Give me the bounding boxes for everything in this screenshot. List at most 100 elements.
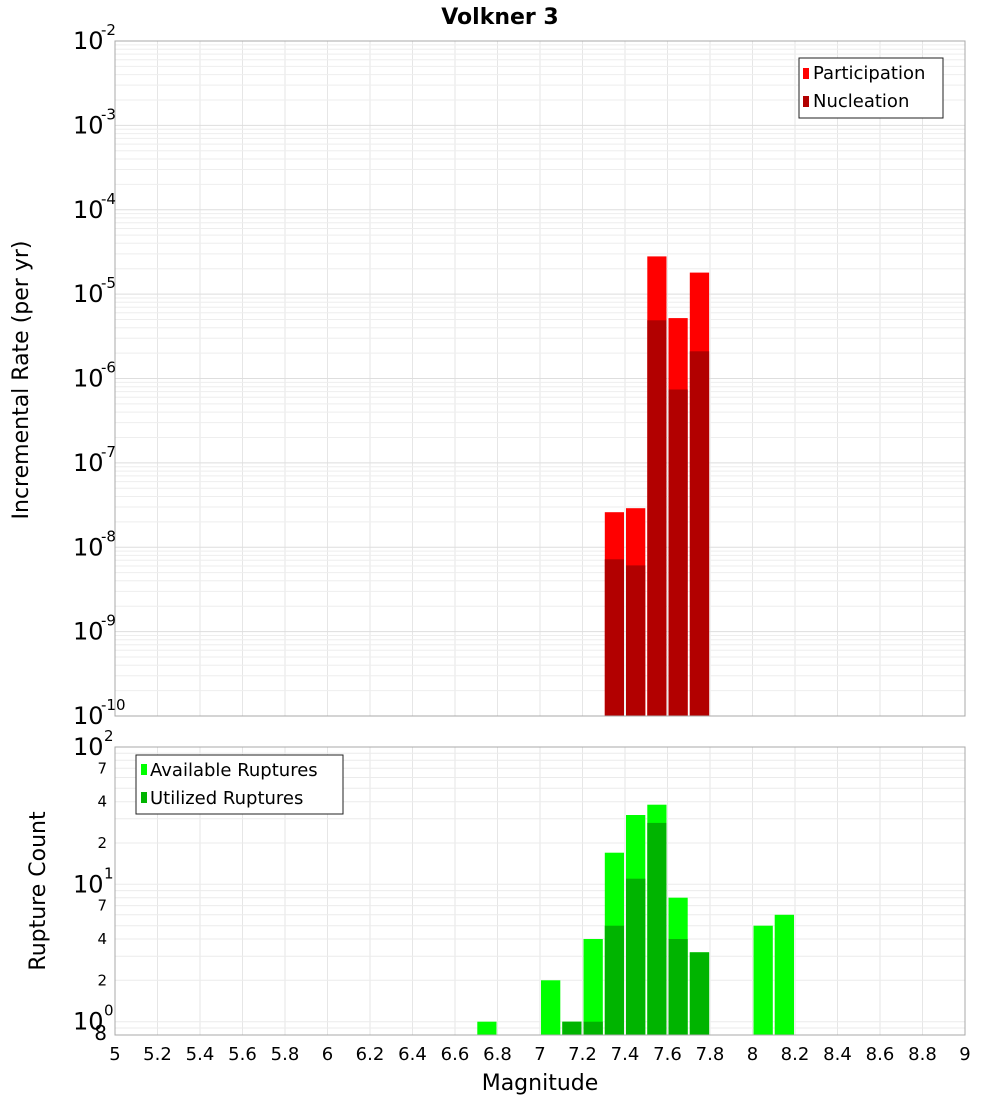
bottom-y-tick-label: 4 bbox=[97, 930, 107, 948]
bottom-bar-utilized-ruptures bbox=[626, 878, 646, 1035]
top-bars bbox=[604, 256, 710, 716]
svg-text:-8: -8 bbox=[101, 527, 116, 545]
svg-text:10: 10 bbox=[73, 27, 104, 55]
top-bar-nucleation bbox=[604, 559, 624, 716]
top-y-tick-label: 10-2 bbox=[73, 21, 116, 55]
top-y-tick-label: 10-10 bbox=[73, 696, 126, 730]
top-y-tick-label: 10-9 bbox=[73, 612, 116, 646]
x-tick-label: 5.6 bbox=[228, 1044, 257, 1065]
svg-text:-10: -10 bbox=[101, 696, 126, 714]
bottom-legend-box bbox=[135, 754, 344, 815]
bottom-bar-utilized-ruptures bbox=[604, 925, 624, 1035]
top-plot-frame bbox=[114, 40, 966, 717]
x-tick-label: 5 bbox=[109, 1044, 120, 1065]
bottom-bar-utilized-ruptures bbox=[668, 939, 688, 1035]
x-tick-label: 8 bbox=[747, 1044, 758, 1065]
x-tick-label: 7.6 bbox=[653, 1044, 682, 1065]
bottom-bar-utilized-ruptures bbox=[562, 1021, 582, 1035]
x-tick-label: 8.4 bbox=[823, 1044, 852, 1065]
svg-text:7: 7 bbox=[97, 759, 107, 777]
top-bar-nucleation bbox=[647, 320, 667, 716]
x-tick-label: 7.4 bbox=[611, 1044, 640, 1065]
svg-text:10: 10 bbox=[73, 365, 104, 393]
svg-text:1: 1 bbox=[104, 864, 114, 882]
x-tick-label: 8.2 bbox=[781, 1044, 810, 1065]
svg-text:2: 2 bbox=[97, 834, 107, 852]
top-y-tick-label: 10-7 bbox=[73, 443, 116, 477]
bottom-bars bbox=[477, 804, 794, 1035]
svg-text:2: 2 bbox=[97, 971, 107, 989]
legend-label-participation: Participation bbox=[813, 63, 925, 84]
top-bar-nucleation bbox=[626, 565, 646, 716]
x-tick-label: 7.8 bbox=[696, 1044, 725, 1065]
svg-text:4: 4 bbox=[97, 930, 107, 948]
bottom-y-tick-label: 10 2 bbox=[73, 727, 114, 761]
svg-text:10: 10 bbox=[73, 733, 104, 761]
bottom-bar-utilized-ruptures bbox=[689, 952, 710, 1035]
x-tick-label: 5.4 bbox=[186, 1044, 215, 1065]
x-tick-label: 6.4 bbox=[398, 1044, 427, 1065]
bottom-y-tick-label: 2 bbox=[97, 971, 107, 989]
svg-text:-6: -6 bbox=[101, 359, 116, 377]
bottom-y-tick-label: 7 bbox=[97, 897, 107, 915]
legend-swatch-available bbox=[141, 764, 147, 775]
bottom-bar-available-ruptures bbox=[753, 925, 773, 1035]
svg-text:10: 10 bbox=[73, 1008, 104, 1036]
bottom-y-tick-label: 8 bbox=[94, 1021, 107, 1045]
svg-text:10: 10 bbox=[73, 533, 104, 561]
legend-label-nucleation: Nucleation bbox=[813, 91, 909, 112]
bottom-bar-utilized-ruptures bbox=[647, 822, 667, 1035]
top-grid bbox=[114, 41, 966, 717]
x-tick-label: 6.2 bbox=[356, 1044, 385, 1065]
svg-text:-9: -9 bbox=[101, 612, 116, 630]
x-tick-label: 5.2 bbox=[143, 1044, 172, 1065]
svg-text:-4: -4 bbox=[101, 190, 116, 208]
x-axis-label: Magnitude bbox=[482, 1071, 599, 1096]
top-legend-box bbox=[798, 57, 944, 119]
x-tick-label: 6.6 bbox=[441, 1044, 470, 1065]
legend-swatch-utilized bbox=[141, 792, 147, 803]
svg-text:2: 2 bbox=[104, 727, 114, 745]
svg-text:-7: -7 bbox=[101, 443, 116, 461]
svg-text:7: 7 bbox=[97, 897, 107, 915]
legend-swatch-nucleation bbox=[803, 96, 809, 107]
top-y-tick-label: 10-3 bbox=[73, 105, 116, 139]
chart-title: Volkner 3 bbox=[441, 5, 559, 30]
x-tick-label: 6.8 bbox=[483, 1044, 512, 1065]
svg-text:10: 10 bbox=[73, 111, 104, 139]
bottom-plot-frame bbox=[114, 746, 966, 1036]
bottom-y-tick-label: 4 bbox=[97, 793, 107, 811]
x-tick-label: 5.8 bbox=[271, 1044, 300, 1065]
top-y-tick-label: 10-4 bbox=[73, 190, 116, 224]
bottom-bar-available-ruptures bbox=[583, 939, 603, 1035]
bottom-y-axis-label: Rupture Count bbox=[26, 811, 51, 971]
svg-text:10: 10 bbox=[73, 196, 104, 224]
bottom-bar-utilized-ruptures bbox=[583, 1021, 603, 1035]
svg-text:10: 10 bbox=[73, 280, 104, 308]
top-y-axis-label: Incremental Rate (per yr) bbox=[9, 241, 34, 520]
x-tick-label: 8.8 bbox=[908, 1044, 937, 1065]
svg-text:-5: -5 bbox=[101, 274, 116, 292]
bottom-y-tick-label: 7 bbox=[97, 759, 107, 777]
bottom-bar-available-ruptures bbox=[541, 980, 561, 1035]
top-y-ticks: 10-210-310-410-510-610-710-810-910-10 bbox=[73, 21, 126, 730]
top-legend: Participation Nucleation bbox=[798, 57, 944, 119]
x-tick-label: 7.2 bbox=[568, 1044, 597, 1065]
svg-text:-3: -3 bbox=[101, 105, 116, 123]
x-tick-label: 9 bbox=[959, 1044, 970, 1065]
bottom-y-tick-label: 10 0 bbox=[73, 1002, 114, 1036]
top-bar-nucleation bbox=[668, 389, 688, 716]
x-tick-label: 7 bbox=[534, 1044, 545, 1065]
top-y-tick-label: 10-5 bbox=[73, 274, 116, 308]
svg-text:10: 10 bbox=[73, 449, 104, 477]
x-tick-label: 6 bbox=[322, 1044, 333, 1065]
top-bar-nucleation bbox=[689, 351, 710, 716]
bottom-y-tick-label: 2 bbox=[97, 834, 107, 852]
legend-swatch-participation bbox=[803, 68, 809, 79]
bottom-bar-available-ruptures bbox=[477, 1021, 497, 1035]
top-y-tick-label: 10-6 bbox=[73, 359, 116, 393]
legend-label-available: Available Ruptures bbox=[150, 760, 318, 781]
svg-text:8: 8 bbox=[94, 1021, 107, 1045]
